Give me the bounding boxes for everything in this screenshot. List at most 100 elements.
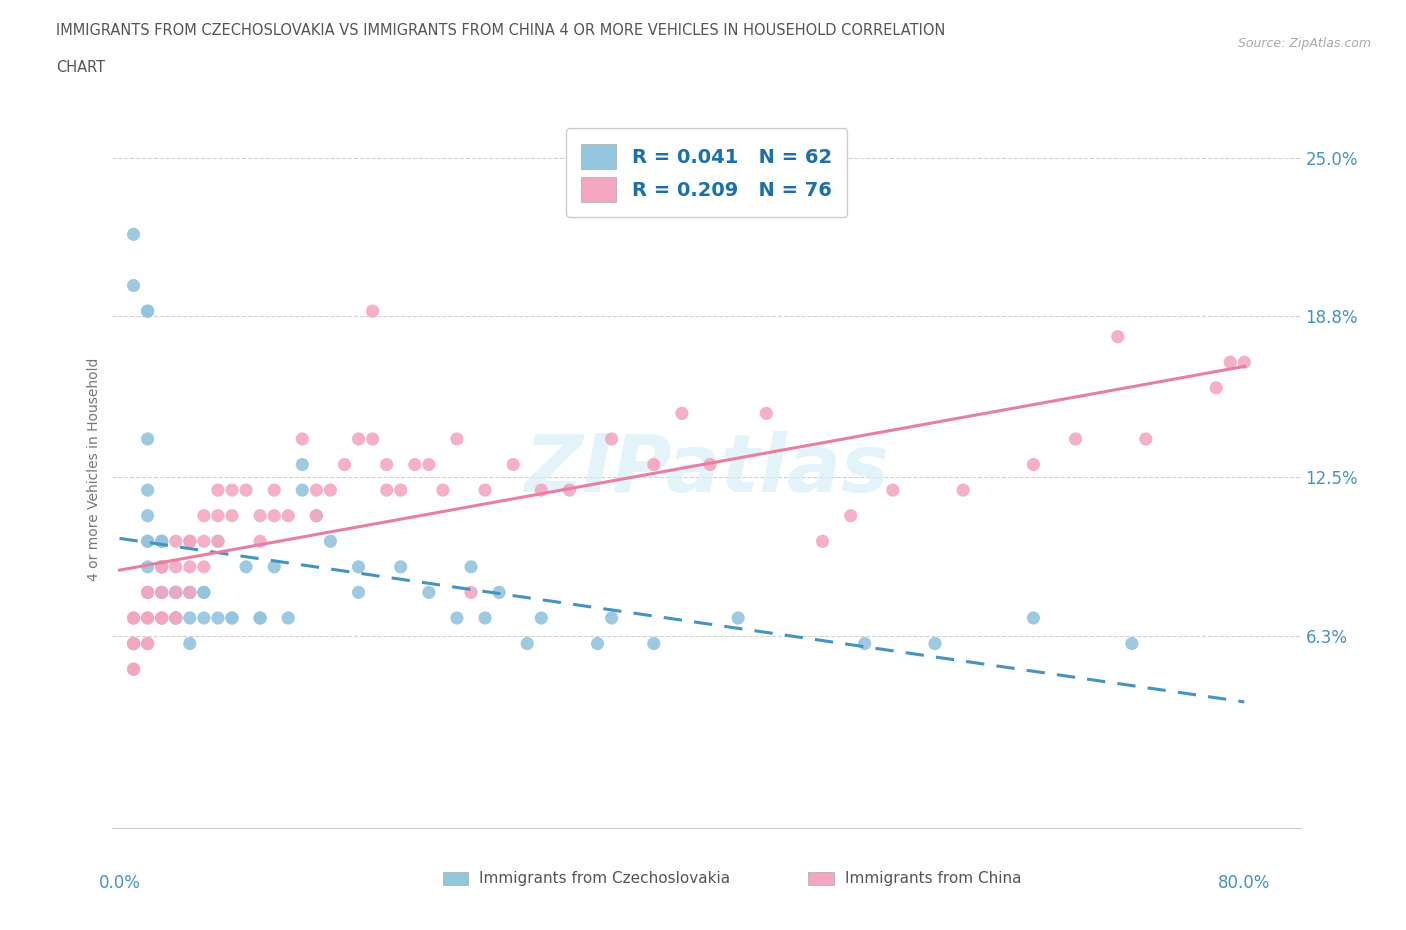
Point <box>474 610 496 625</box>
Point <box>136 508 159 523</box>
Point <box>207 534 229 549</box>
Point <box>136 303 159 318</box>
Point <box>305 508 328 523</box>
Point <box>586 636 609 651</box>
Point <box>249 534 271 549</box>
Point <box>221 610 243 625</box>
Point <box>375 458 398 472</box>
Point <box>150 585 173 600</box>
Point <box>221 508 243 523</box>
Point <box>333 458 356 472</box>
Point <box>207 508 229 523</box>
Point <box>150 610 173 625</box>
Point <box>263 508 285 523</box>
Point <box>165 559 187 574</box>
Point <box>291 458 314 472</box>
Point <box>488 585 510 600</box>
Point <box>263 483 285 498</box>
Point <box>839 508 862 523</box>
Point <box>643 636 665 651</box>
Point <box>418 585 440 600</box>
Point <box>305 508 328 523</box>
Point <box>150 559 173 574</box>
Point <box>389 559 412 574</box>
Point <box>122 610 145 625</box>
Point <box>221 610 243 625</box>
Point <box>474 483 496 498</box>
Point <box>136 636 159 651</box>
Point <box>122 662 145 677</box>
Point <box>235 483 257 498</box>
Point <box>122 227 145 242</box>
Y-axis label: 4 or more Vehicles in Household: 4 or more Vehicles in Household <box>87 358 101 581</box>
Point <box>179 610 201 625</box>
Point <box>136 534 159 549</box>
Point <box>1121 636 1143 651</box>
Point <box>150 610 173 625</box>
Point <box>207 610 229 625</box>
Point <box>165 610 187 625</box>
Point <box>1064 432 1087 446</box>
Point <box>207 483 229 498</box>
Point <box>249 508 271 523</box>
Point <box>277 508 299 523</box>
Point <box>122 636 145 651</box>
Point <box>193 508 215 523</box>
Point <box>165 585 187 600</box>
Point <box>347 432 370 446</box>
Point <box>305 483 328 498</box>
Point <box>347 559 370 574</box>
Point <box>179 559 201 574</box>
Point <box>165 534 187 549</box>
Point <box>165 585 187 600</box>
Point <box>136 483 159 498</box>
Point <box>122 636 145 651</box>
Point <box>122 610 145 625</box>
Point <box>136 585 159 600</box>
Point <box>136 610 159 625</box>
Point <box>179 636 201 651</box>
Point <box>600 610 623 625</box>
Point <box>179 585 201 600</box>
Point <box>249 610 271 625</box>
Point <box>193 585 215 600</box>
Point <box>1107 329 1129 344</box>
Text: Source: ZipAtlas.com: Source: ZipAtlas.com <box>1237 37 1371 50</box>
Point <box>1205 380 1227 395</box>
Point <box>924 636 946 651</box>
Point <box>193 610 215 625</box>
Point <box>1233 355 1256 370</box>
Text: Immigrants from Czechoslovakia: Immigrants from Czechoslovakia <box>479 871 731 886</box>
Point <box>249 610 271 625</box>
Point <box>122 278 145 293</box>
Point <box>165 585 187 600</box>
Point <box>643 458 665 472</box>
Point <box>150 559 173 574</box>
Point <box>150 534 173 549</box>
Point <box>291 432 314 446</box>
Point <box>516 636 538 651</box>
Point <box>179 534 201 549</box>
Text: IMMIGRANTS FROM CZECHOSLOVAKIA VS IMMIGRANTS FROM CHINA 4 OR MORE VEHICLES IN HO: IMMIGRANTS FROM CZECHOSLOVAKIA VS IMMIGR… <box>56 23 946 38</box>
Point <box>207 534 229 549</box>
Point <box>193 534 215 549</box>
Point <box>291 483 314 498</box>
Point <box>502 458 524 472</box>
Point <box>1022 610 1045 625</box>
Point <box>150 585 173 600</box>
Point <box>347 585 370 600</box>
Point <box>1022 458 1045 472</box>
Point <box>277 610 299 625</box>
Point <box>1135 432 1157 446</box>
Point <box>136 636 159 651</box>
Point <box>122 636 145 651</box>
Point <box>165 610 187 625</box>
Point <box>136 303 159 318</box>
Point <box>446 432 468 446</box>
Point <box>319 483 342 498</box>
Point <box>446 610 468 625</box>
Point <box>361 432 384 446</box>
Point <box>165 610 187 625</box>
Point <box>150 559 173 574</box>
Point <box>558 483 581 498</box>
